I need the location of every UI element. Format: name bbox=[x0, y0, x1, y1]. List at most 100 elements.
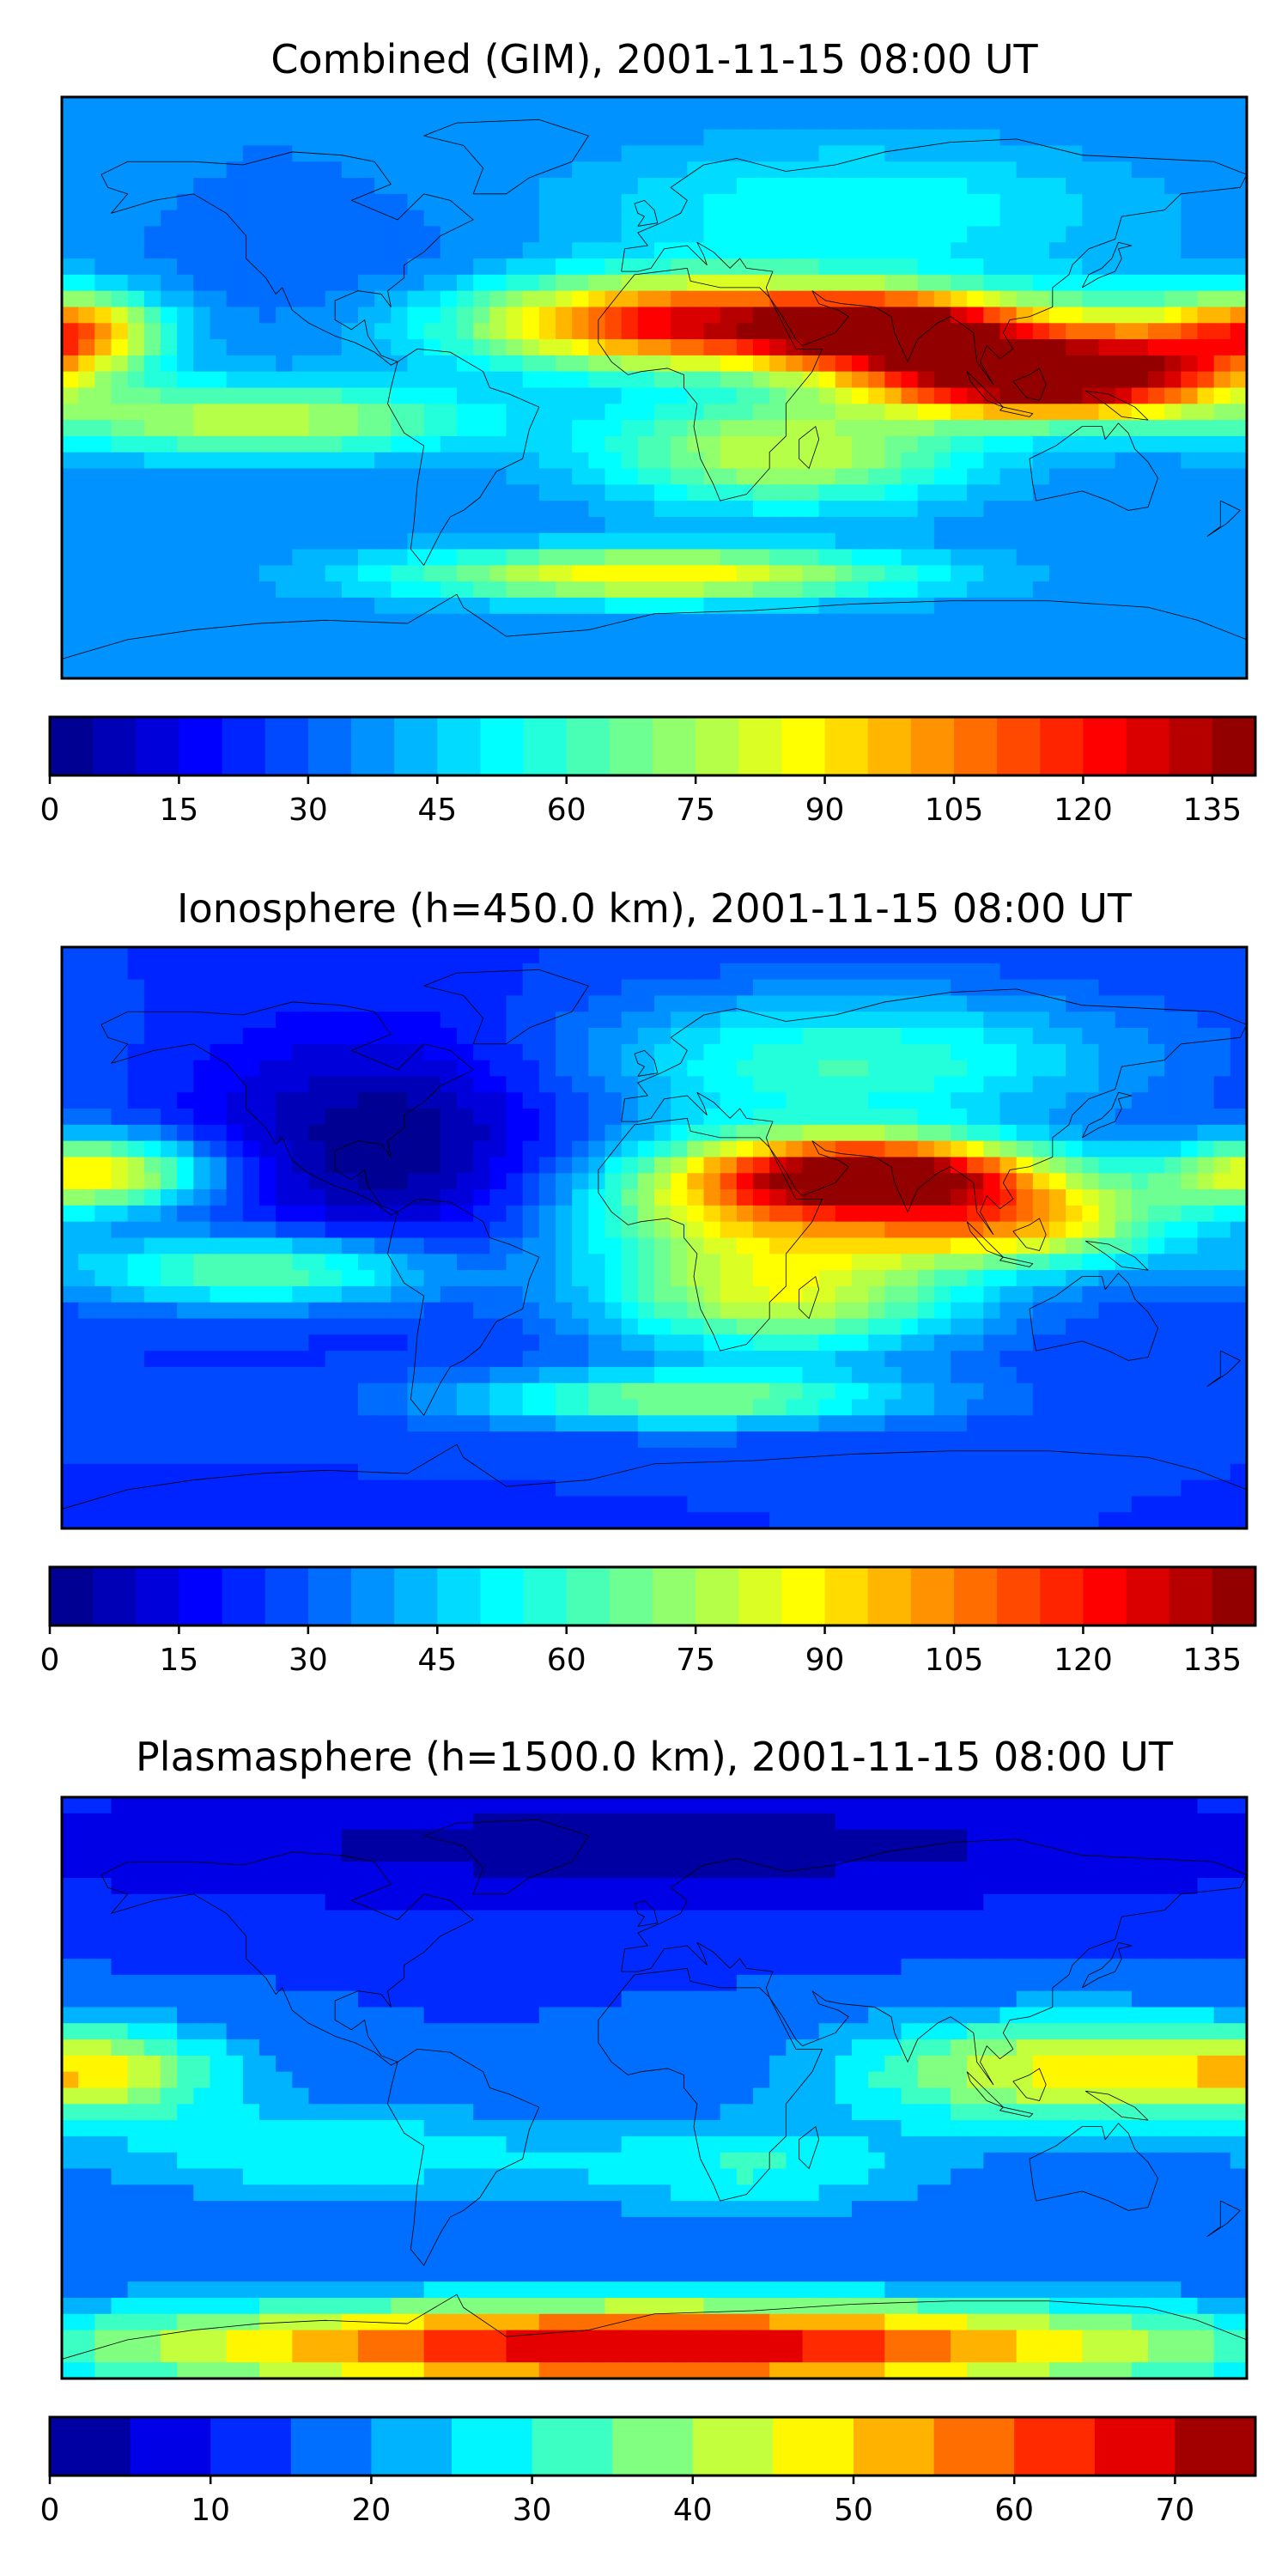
heat-cell bbox=[671, 1382, 689, 1400]
heat-cell bbox=[901, 452, 919, 470]
heat-cell bbox=[736, 516, 754, 534]
heat-cell bbox=[917, 995, 935, 1013]
heat-cell bbox=[506, 178, 524, 195]
heat-cell bbox=[341, 1415, 359, 1432]
heat-cell bbox=[884, 193, 902, 211]
heat-cell bbox=[210, 129, 228, 147]
heat-cell bbox=[588, 1140, 606, 1158]
heat-cell bbox=[1032, 193, 1050, 211]
heat-cell bbox=[1148, 1254, 1165, 1271]
heat-cell bbox=[522, 947, 540, 964]
heat-cell bbox=[1148, 597, 1165, 615]
heat-cell bbox=[654, 1415, 671, 1432]
heat-cell bbox=[440, 1463, 458, 1481]
heat-cell bbox=[999, 1318, 1018, 1336]
heat-cell bbox=[703, 613, 721, 631]
heat-cell bbox=[621, 1382, 639, 1400]
heat-cell bbox=[193, 1076, 211, 1094]
heat-cell bbox=[868, 210, 886, 228]
heat-cell bbox=[489, 355, 507, 373]
heat-cell bbox=[292, 662, 310, 678]
heat-cell bbox=[852, 112, 869, 131]
heat-cell bbox=[1098, 1205, 1116, 1223]
heat-cell bbox=[1197, 1447, 1215, 1465]
heat-cell bbox=[473, 193, 491, 211]
heat-cell bbox=[671, 1221, 689, 1239]
heat-cell bbox=[457, 355, 474, 373]
heat-cell bbox=[1098, 210, 1116, 228]
heat-cell bbox=[933, 565, 951, 582]
heat-cell bbox=[1164, 1302, 1182, 1320]
heat-cell bbox=[769, 1205, 787, 1223]
heat-cell bbox=[341, 1431, 359, 1449]
heat-cell bbox=[374, 597, 392, 615]
heat-cell bbox=[901, 963, 919, 981]
heat-cell bbox=[538, 452, 556, 470]
heat-cell bbox=[1049, 129, 1066, 147]
heat-cell bbox=[292, 1270, 310, 1287]
heat-cell bbox=[637, 1237, 655, 1255]
heat-cell bbox=[62, 274, 79, 292]
heat-cell bbox=[210, 387, 228, 405]
heat-cell bbox=[522, 242, 540, 259]
heat-cell bbox=[276, 1124, 294, 1142]
heat-cell bbox=[736, 1043, 754, 1061]
heat-cell bbox=[1066, 501, 1084, 518]
heat-cell bbox=[226, 963, 244, 981]
heat-cell bbox=[391, 947, 409, 964]
heat-cell bbox=[753, 662, 770, 678]
heat-cell bbox=[1164, 1109, 1182, 1126]
heat-cell bbox=[407, 112, 425, 131]
heat-cell bbox=[572, 662, 590, 678]
heat-cell bbox=[292, 532, 310, 550]
heat-cell bbox=[143, 178, 161, 195]
heat-cell bbox=[391, 565, 409, 582]
heat-cell bbox=[637, 435, 655, 453]
heat-cell bbox=[802, 1043, 820, 1061]
heat-cell bbox=[423, 646, 441, 663]
heat-cell bbox=[78, 1124, 96, 1142]
heat-cell bbox=[835, 290, 853, 308]
heat-cell bbox=[506, 613, 524, 631]
heat-cell bbox=[457, 1399, 474, 1417]
heat-cell bbox=[489, 290, 507, 308]
heat-cell bbox=[177, 1124, 195, 1142]
heat-cell bbox=[1016, 1366, 1034, 1384]
heat-cell bbox=[1131, 549, 1149, 567]
heat-cell bbox=[1032, 1012, 1050, 1029]
heat-cell bbox=[457, 161, 474, 179]
heat-cell bbox=[835, 1285, 853, 1303]
heat-cell bbox=[967, 1028, 985, 1045]
heat-cell bbox=[753, 565, 770, 582]
heat-cell bbox=[1016, 1124, 1034, 1142]
heat-cell bbox=[605, 581, 623, 598]
heat-cell bbox=[802, 307, 820, 325]
heat-cell bbox=[654, 1076, 671, 1094]
heat-cell bbox=[852, 1124, 869, 1142]
heat-cell bbox=[276, 516, 294, 534]
heat-cell bbox=[94, 1237, 112, 1255]
heat-cell bbox=[769, 1124, 787, 1142]
heat-cell bbox=[769, 1382, 787, 1400]
heat-cell bbox=[259, 112, 276, 131]
heat-cell bbox=[62, 662, 79, 678]
heat-cell bbox=[489, 516, 507, 534]
heat-cell bbox=[1032, 210, 1050, 228]
heat-cell bbox=[538, 371, 556, 389]
heat-cell bbox=[62, 1012, 79, 1029]
heat-cell bbox=[753, 290, 770, 308]
heat-cell bbox=[1066, 145, 1084, 163]
heat-cell bbox=[1164, 1012, 1182, 1029]
heat-cell bbox=[769, 97, 787, 114]
heat-cell bbox=[588, 1012, 606, 1029]
heat-cell bbox=[605, 1334, 623, 1352]
heat-cell bbox=[308, 1173, 326, 1190]
heat-cell bbox=[489, 210, 507, 228]
heat-cell bbox=[1181, 420, 1199, 437]
heat-cell bbox=[62, 1351, 79, 1368]
heat-cell bbox=[1082, 963, 1100, 981]
heat-cell bbox=[753, 501, 770, 518]
heat-cell bbox=[736, 1173, 754, 1190]
heat-cell bbox=[457, 387, 474, 405]
heat-cell bbox=[951, 1447, 968, 1465]
